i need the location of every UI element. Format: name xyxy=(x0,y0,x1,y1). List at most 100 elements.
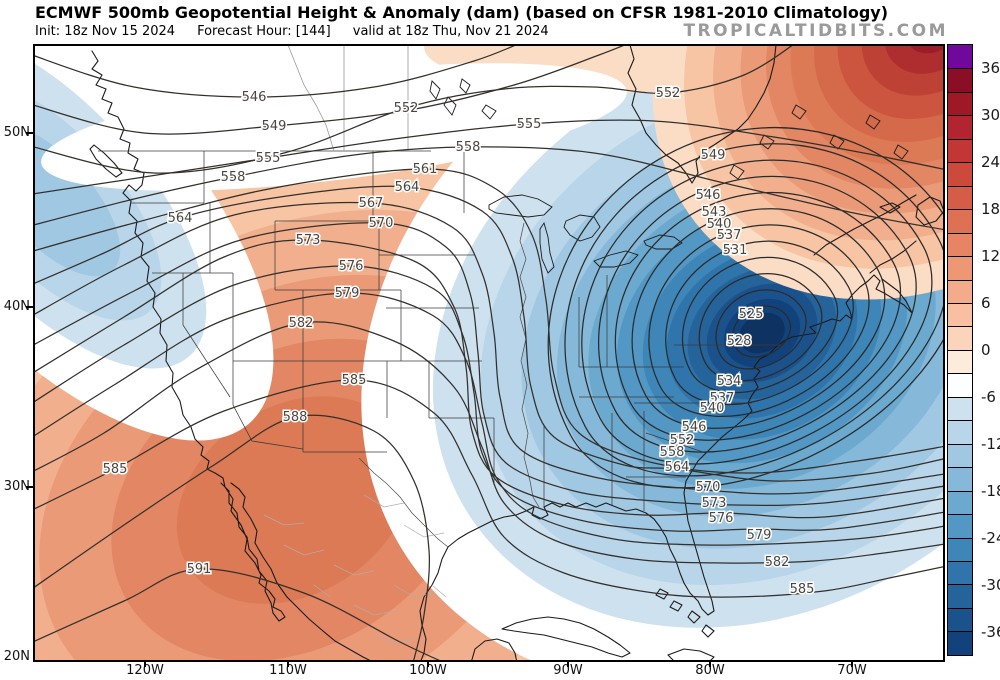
height-contour-591 xyxy=(34,568,443,661)
contour-label: 588 xyxy=(283,410,308,425)
vancouver-island xyxy=(89,144,123,178)
height-contour-558 xyxy=(34,146,944,231)
contour-label: 546 xyxy=(242,90,267,105)
colorbar-label: -6 xyxy=(981,387,996,406)
colorbar-segment xyxy=(948,91,972,116)
lon-label: 70W xyxy=(837,663,867,678)
colorbar-segment xyxy=(948,279,972,303)
colorbar-segment xyxy=(948,326,972,350)
colorbar-segment xyxy=(948,68,972,92)
contour-label: 579 xyxy=(335,286,360,301)
contour-label: 585 xyxy=(342,373,367,388)
mississippi-river xyxy=(519,222,540,508)
colorbar-segment xyxy=(948,537,972,561)
height-contour-528 xyxy=(715,289,807,370)
anomaly-band-coastal-low xyxy=(34,123,121,277)
contour-label: 561 xyxy=(413,162,438,177)
mexico-east-coast xyxy=(419,546,449,661)
colorbar-segment xyxy=(948,584,972,608)
lon-label: 80W xyxy=(695,663,725,678)
colorbar-segment xyxy=(948,349,972,374)
height-contour-534 xyxy=(681,256,839,394)
contour-label: 582 xyxy=(289,316,314,331)
contour-label: 555 xyxy=(517,117,542,132)
height-contour-582 xyxy=(34,321,944,564)
gulf-east-coast xyxy=(447,274,913,616)
chart-subtitle: Init: 18z Nov 15 2024 Forecast Hour: [144… xyxy=(35,24,571,39)
colorbar-label: -12 xyxy=(981,434,1000,453)
lon-label: 90W xyxy=(553,663,583,678)
lake-erie xyxy=(593,250,639,268)
colorbar-segment xyxy=(948,443,972,468)
anomaly-colorbar xyxy=(947,44,973,656)
height-contour-531 xyxy=(698,273,823,382)
contour-label: 540 xyxy=(700,401,725,416)
colorbar-label: 0 xyxy=(981,341,991,359)
contour-label: 525 xyxy=(739,307,764,322)
bahamas xyxy=(655,588,715,638)
lake-michigan xyxy=(539,221,555,274)
contour-label: 558 xyxy=(221,170,246,185)
contour-label: 570 xyxy=(696,480,721,495)
colorbar-label: 12 xyxy=(981,247,1000,266)
colorbar-label: 30 xyxy=(981,106,1000,125)
anomaly-band-sw-warm xyxy=(176,396,412,604)
tropicaltidbits-watermark: TROPICALTIDBITS.COM xyxy=(683,21,948,41)
lat-label: 30N xyxy=(3,479,30,494)
colorbar-segment xyxy=(948,396,972,421)
lake-ontario xyxy=(643,234,683,250)
colorbar-segment xyxy=(948,420,972,444)
contour-label: 543 xyxy=(702,205,727,220)
chart-title: ECMWF 500mb Geopotential Height & Anomal… xyxy=(35,3,889,22)
lon-tick xyxy=(709,661,711,667)
lon-tick xyxy=(567,661,569,667)
contour-label: 585 xyxy=(790,582,815,597)
colorbar-segment xyxy=(948,115,972,139)
colorbar-label: 6 xyxy=(981,294,991,313)
colorbar-segment xyxy=(948,467,972,491)
contour-label: 579 xyxy=(747,528,772,543)
contour-label: 573 xyxy=(296,233,321,248)
contour-label: 552 xyxy=(670,433,695,448)
colorbar-segment xyxy=(948,209,972,233)
map-frame: 546 549 552 552 555 555 558 558 561 564 564 567 570 5… xyxy=(33,44,945,662)
valid-time: valid at 18z Thu, Nov 21 2024 xyxy=(352,24,549,39)
map-canvas: 5465495525525555555585585615645645675705… xyxy=(34,45,944,661)
colorbar-label: -30 xyxy=(981,575,1000,594)
lon-tick xyxy=(851,661,853,667)
contour-label: 555 xyxy=(256,151,281,166)
contour-label: 564 xyxy=(395,180,420,195)
contour-label: 570 xyxy=(369,216,394,231)
lon-label: 110W xyxy=(269,663,307,678)
height-contour-546 xyxy=(34,45,518,98)
baja-california xyxy=(220,477,286,622)
colorbar-segment xyxy=(948,514,972,538)
mexico-state-borders xyxy=(263,494,447,644)
height-contour-549 xyxy=(597,175,917,453)
lake-superior xyxy=(488,194,553,218)
map-border xyxy=(34,45,944,661)
colorbar-segment xyxy=(948,138,972,163)
lon-label: 120W xyxy=(126,663,164,678)
height-contour-561 xyxy=(34,168,944,474)
lat-label: 40N xyxy=(3,299,30,314)
colorbar-label: 24 xyxy=(981,153,1000,172)
contour-label: 591 xyxy=(187,562,212,577)
height-contour-543 xyxy=(631,208,886,429)
height-contour-546 xyxy=(614,191,902,441)
contour-label: 534 xyxy=(717,374,742,389)
lon-tick xyxy=(427,661,429,667)
colorbar-segment xyxy=(948,185,972,210)
height-contour-555 xyxy=(34,119,944,195)
contour-label: 564 xyxy=(168,211,193,226)
colorbar-label: -24 xyxy=(981,528,1000,547)
cuba xyxy=(501,616,631,658)
height-contour-579 xyxy=(34,292,944,546)
yucatan xyxy=(470,638,518,661)
colorbar-segment xyxy=(948,256,972,280)
lat-label: 20N xyxy=(3,649,30,664)
lat-tick xyxy=(26,132,33,134)
contour-label: 531 xyxy=(723,243,748,258)
lat-label: 50N xyxy=(3,125,30,140)
